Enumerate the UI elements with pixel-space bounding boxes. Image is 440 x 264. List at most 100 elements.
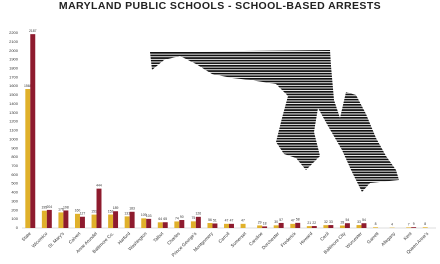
x-tick-label: Garrett (366, 231, 380, 245)
x-tick-label: Wicomico (31, 231, 49, 249)
x-tick-label: Carroll (217, 231, 230, 244)
y-tick-label: 1600 (9, 83, 19, 88)
x-tick-label: Worcester (345, 231, 364, 250)
value-label: 109 (141, 213, 147, 217)
chart-title: MARYLAND PUBLIC SCHOOLS - SCHOOL-BASED A… (59, 0, 381, 12)
x-tick-label: Calvert (68, 231, 82, 245)
y-tick-label: 1300 (9, 110, 19, 115)
value-label: 51 (213, 218, 217, 222)
y-tick-label: 1700 (9, 74, 19, 79)
y-tick-label: 100 (11, 216, 18, 221)
bar (79, 216, 85, 228)
x-tick-label: Frederick (280, 231, 298, 249)
value-label: 151 (91, 210, 97, 214)
x-tick-label: Charles (166, 231, 181, 246)
value-label: 30 (274, 220, 278, 224)
value-label: 47 (230, 219, 234, 223)
bar (273, 225, 279, 228)
x-tick-label: Harford (117, 231, 132, 246)
value-label: 126 (196, 212, 202, 216)
bar (311, 226, 317, 228)
bar (190, 221, 196, 228)
y-tick-label: 0 (16, 225, 19, 230)
bar (179, 220, 185, 228)
bar (373, 227, 379, 228)
bar (278, 222, 284, 228)
value-label: 28 (341, 220, 345, 224)
bar (146, 218, 152, 228)
y-tick-label: 900 (11, 145, 18, 150)
bar (195, 216, 201, 228)
bar (328, 225, 334, 228)
x-tick-label: St. Mary's (47, 231, 65, 249)
value-label: 75 (192, 216, 196, 220)
x-tick-label: Caroline (248, 231, 264, 247)
value-label: 176 (58, 207, 64, 211)
x-tick-label: Howard (299, 231, 314, 246)
y-tick-label: 1800 (9, 66, 19, 71)
y-tick-label: 1100 (9, 128, 18, 133)
value-label: 54 (346, 218, 350, 222)
value-label: 29 (258, 220, 262, 224)
y-tick-label: 600 (11, 172, 18, 177)
value-label: 183 (129, 207, 135, 211)
bar (96, 188, 102, 228)
x-tick-label: Dorchester (261, 231, 281, 251)
bar (240, 223, 246, 228)
value-label: 189 (113, 206, 119, 210)
bar (306, 226, 312, 228)
bar (25, 89, 31, 228)
x-tick-label: Cecil (319, 231, 330, 242)
y-tick-label: 700 (11, 163, 18, 168)
y-tick-label: 2200 (9, 30, 19, 35)
value-label: 32 (324, 220, 328, 224)
value-label: 103 (146, 214, 152, 218)
bar (91, 214, 97, 228)
value-label: 18 (263, 221, 267, 225)
value-label: 64 (158, 217, 162, 221)
x-tick-label: Talbot (152, 231, 165, 244)
x-tick-label: Somerset (230, 231, 248, 249)
bar (41, 210, 47, 228)
y-tick-label: 1200 (9, 119, 19, 124)
y-tick-label: 400 (11, 190, 18, 195)
bar (30, 34, 36, 229)
bar (262, 226, 268, 228)
value-label: 47 (291, 219, 295, 223)
bar (113, 211, 119, 228)
bar (108, 214, 114, 228)
bar (212, 223, 218, 228)
bar (295, 222, 301, 228)
value-label: 56 (208, 218, 212, 222)
value-label: 22 (312, 221, 316, 225)
y-tick-label: 1500 (9, 92, 19, 97)
bar (224, 223, 229, 228)
value-label: 90 (180, 215, 184, 219)
value-label: 8 (375, 222, 377, 226)
y-tick-label: 1400 (9, 101, 19, 106)
bar (422, 227, 428, 228)
x-tick-label: State (21, 231, 32, 242)
x-tick-label: Kent (403, 231, 414, 242)
bar (46, 209, 52, 228)
bar (411, 227, 417, 228)
bar (406, 227, 412, 228)
value-label: 1568 (24, 84, 32, 88)
value-label: 47 (225, 219, 229, 223)
value-label: 33 (357, 220, 361, 224)
y-tick-label: 800 (11, 154, 18, 159)
value-label: 160 (75, 209, 81, 213)
bar (162, 222, 168, 228)
y-tick-label: 500 (11, 181, 18, 186)
value-label: 2187 (29, 29, 37, 33)
bar (356, 225, 362, 228)
value-label: 7 (408, 222, 410, 226)
bar (323, 225, 329, 228)
bar (344, 223, 350, 228)
maryland-map (150, 50, 399, 192)
value-label: 195 (42, 206, 48, 210)
y-tick-label: 300 (11, 198, 18, 203)
bar (58, 212, 64, 228)
value-label: 21 (307, 221, 311, 225)
